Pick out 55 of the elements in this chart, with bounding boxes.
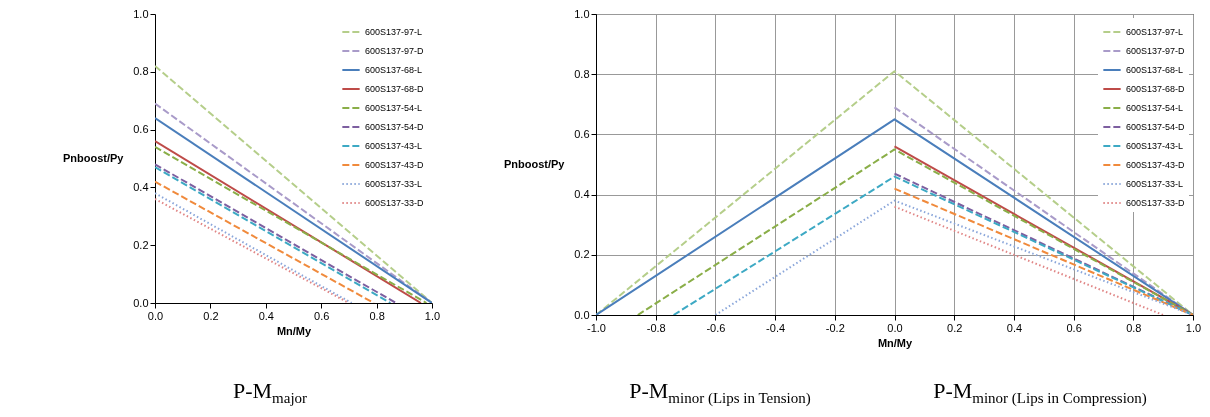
x-axis-title: Mn/My — [877, 336, 913, 349]
legend-label: 600S137-54-L — [365, 103, 423, 113]
legend-label: 600S137-43-D — [1126, 160, 1186, 170]
x-tick-label: 1.0 — [424, 309, 441, 322]
legend-label: 600S137-97-D — [1126, 46, 1186, 56]
y-axis-title: Pnboost/Py — [503, 158, 566, 170]
x-tick-label: 0.2 — [203, 309, 219, 322]
legend-label: 600S137-68-L — [365, 65, 423, 75]
legend-label: 600S137-43-L — [365, 141, 423, 151]
x-tick-label: -0.6 — [706, 321, 726, 334]
y-tick-label: 0.4 — [133, 180, 149, 193]
y-tick-label: 1.0 — [574, 7, 590, 20]
y-tick-label: 0.6 — [574, 127, 590, 140]
x-tick-label: -0.2 — [825, 321, 845, 334]
legend-label: 600S137-54-D — [365, 122, 425, 132]
legend-label: 600S137-43-D — [365, 160, 425, 170]
x-tick-label: 0.8 — [1126, 321, 1142, 334]
x-tick-label: 1.0 — [1185, 321, 1202, 334]
x-tick-label: 0.4 — [1006, 321, 1023, 334]
x-tick-label: -0.8 — [646, 321, 666, 334]
y-tick-label: 0.2 — [574, 248, 590, 261]
legend-label: 600S137-33-L — [1126, 179, 1184, 189]
x-tick-label: -1.0 — [587, 321, 606, 334]
y-tick-label: 0.8 — [133, 65, 149, 78]
legend-label: 600S137-33-L — [365, 179, 423, 189]
x-axis-title: Mn/My — [276, 324, 312, 337]
legend-label: 600S137-97-L — [365, 27, 423, 37]
text: P-M$_{major}$ — [232, 378, 308, 408]
y-tick-label: 0.6 — [133, 123, 149, 136]
y-tick-label: 0.4 — [574, 188, 590, 201]
x-tick-label: 0.4 — [258, 309, 274, 322]
x-tick-label: 0.0 — [147, 309, 164, 322]
legend-label: 600S137-33-D — [1126, 198, 1186, 208]
y-axis-title: Pnboost/Py — [62, 152, 125, 164]
x-tick-label: 0.6 — [314, 309, 330, 322]
legend-label: 600S137-33-D — [365, 198, 425, 208]
text: P-M$_{minor (Lips in Tension)}$ — [629, 378, 811, 408]
legend-label: 600S137-97-D — [365, 46, 425, 56]
legend-label: 600S137-68-D — [1126, 84, 1186, 94]
y-tick-label: 1.0 — [133, 7, 149, 20]
legend-label: 600S137-54-L — [1126, 103, 1184, 113]
legend-label: 600S137-68-L — [1126, 65, 1184, 75]
x-tick-label: 0.0 — [887, 321, 903, 334]
legend-label: 600S137-43-L — [1126, 141, 1184, 151]
y-tick-label: 0.2 — [133, 238, 149, 251]
legend-label: 600S137-68-D — [365, 84, 425, 94]
legend-label: 600S137-54-D — [1126, 122, 1186, 132]
x-tick-label: -0.4 — [766, 321, 786, 334]
x-tick-label: 0.6 — [1066, 321, 1082, 334]
text: P-M$_{minor (Lips in Compression)}$ — [933, 378, 1147, 408]
x-tick-label: 0.8 — [369, 309, 385, 322]
y-tick-label: 0.0 — [133, 296, 149, 309]
y-tick-label: 0.8 — [574, 67, 590, 80]
x-tick-label: 0.2 — [947, 321, 963, 334]
legend-label: 600S137-97-L — [1126, 27, 1184, 37]
